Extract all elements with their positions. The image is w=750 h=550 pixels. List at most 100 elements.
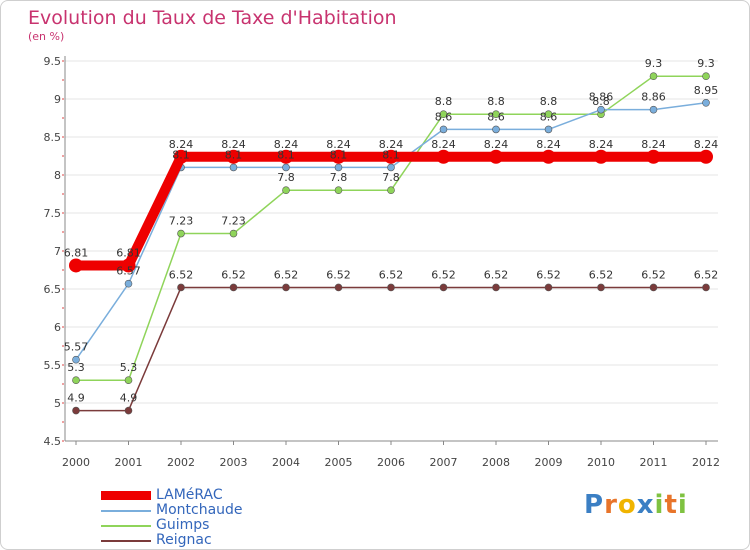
data-label-lamrac: 8.24 [431, 138, 456, 151]
data-label-montchaude: 8.95 [694, 84, 719, 97]
legend-swatch-reignac [101, 540, 151, 542]
data-label-guimps: 7.8 [277, 171, 295, 184]
y-tick-label: 6 [54, 321, 61, 334]
legend-swatch-montchaude [101, 510, 151, 512]
data-point-reignac [492, 283, 500, 292]
x-tick-label: 2001 [115, 456, 143, 469]
data-point-montchaude [544, 125, 553, 134]
data-label-guimps: 5.3 [67, 361, 85, 374]
data-label-guimps: 7.8 [330, 171, 348, 184]
data-label-lamrac: 6.81 [116, 246, 141, 259]
data-labels: 4.9 4.9 6.52 6.52 6.52 6.52 6.52 6.52 6.52 6.52 6.… [64, 57, 719, 404]
data-point-montchaude [649, 105, 658, 114]
legend-label-guimps: Guimps [156, 517, 210, 533]
logo-letter: i [654, 490, 665, 520]
data-label-guimps: 9.3 [645, 57, 663, 70]
data-point-montchaude [334, 163, 343, 172]
data-point-lamrac [226, 149, 241, 164]
y-tick-label: 5 [54, 397, 61, 410]
series-lines [69, 72, 713, 415]
data-point-montchaude [387, 163, 395, 172]
data-point-montchaude [702, 99, 710, 107]
data-point-guimps [387, 186, 395, 194]
data-point-montchaude [492, 125, 500, 134]
data-label-montchaude: 8.86 [589, 91, 614, 104]
data-label-lamrac: 6.81 [64, 246, 89, 259]
logo-letter: r [604, 490, 618, 520]
data-label-guimps: 7.8 [382, 171, 400, 184]
data-point-reignac [72, 406, 80, 415]
logo-letter: i [677, 490, 688, 520]
data-point-lamrac [541, 149, 556, 164]
logo-letter: o [617, 490, 637, 520]
data-label-guimps: 8.8 [592, 95, 610, 108]
x-tick-label: 2006 [377, 456, 405, 469]
data-label-montchaude: 8.86 [641, 91, 666, 104]
x-tick-label: 2010 [587, 456, 615, 469]
data-point-reignac [282, 283, 290, 292]
data-label-guimps: 7.23 [221, 215, 246, 228]
data-label-montchaude: 6.57 [116, 265, 141, 278]
data-label-reignac: 6.52 [589, 268, 614, 281]
data-point-reignac [439, 283, 448, 292]
data-label-montchaude: 8.6 [540, 110, 558, 123]
logo-letter: P [584, 490, 605, 520]
data-point-guimps [177, 229, 185, 238]
data-label-montchaude: 8.1 [382, 148, 400, 161]
data-label-lamrac: 8.24 [589, 138, 614, 151]
data-point-lamrac [436, 149, 451, 164]
x-tick-label: 2004 [272, 456, 300, 469]
data-label-montchaude: 8.6 [487, 110, 505, 123]
y-tick-label: 8.5 [44, 131, 62, 144]
data-point-lamrac [489, 149, 503, 164]
legend-swatch-guimps [101, 525, 151, 527]
data-point-montchaude [124, 279, 133, 288]
data-label-montchaude: 8.1 [330, 148, 348, 161]
data-label-guimps: 8.8 [487, 95, 505, 108]
data-point-lamrac [594, 149, 608, 164]
data-point-guimps [72, 376, 80, 385]
series-line-reignac [76, 286, 706, 412]
data-label-reignac: 6.52 [169, 268, 194, 281]
x-tick-label: 2002 [167, 456, 195, 469]
y-tick-label: 7.5 [44, 207, 62, 220]
data-point-guimps [439, 110, 448, 118]
data-label-reignac: 4.9 [67, 392, 85, 405]
data-point-reignac [544, 283, 553, 292]
legend-label-lamerac: LAMéRAC [156, 487, 223, 503]
data-label-lamrac: 8.24 [169, 138, 194, 151]
data-point-lamrac [699, 149, 713, 164]
data-point-guimps [124, 376, 133, 385]
y-tick-label: 5.5 [44, 359, 62, 372]
data-point-lamrac [69, 258, 83, 273]
x-tick-label: 2003 [220, 456, 248, 469]
legend-label-reignac: Reignac [156, 532, 212, 548]
chart-title: Evolution du Taux de Taxe d'Habitation [28, 7, 397, 29]
logo-letter: t [664, 490, 678, 520]
y-tick-label: 9 [54, 93, 61, 106]
x-tick-label: 2000 [62, 456, 90, 469]
data-point-guimps [702, 72, 710, 80]
data-label-montchaude: 8.1 [225, 148, 243, 161]
y-tick-label: 8 [54, 169, 61, 182]
data-point-lamrac [279, 149, 293, 164]
data-label-lamrac: 8.24 [694, 138, 719, 151]
data-point-montchaude [229, 163, 238, 172]
data-label-guimps: 5.3 [120, 361, 138, 374]
data-label-lamrac: 8.24 [484, 138, 509, 151]
x-tick-label: 2012 [692, 456, 720, 469]
data-point-lamrac [331, 149, 346, 164]
data-point-montchaude [282, 163, 290, 172]
data-label-lamrac: 8.24 [641, 138, 666, 151]
data-label-reignac: 4.9 [120, 392, 138, 405]
data-point-guimps [649, 72, 658, 80]
data-label-reignac: 6.52 [484, 268, 509, 281]
x-tick-label: 2005 [325, 456, 353, 469]
data-label-lamrac: 8.24 [326, 138, 351, 151]
data-label-guimps: 8.8 [435, 95, 453, 108]
data-label-lamrac: 8.24 [274, 138, 299, 151]
proxiti-logo: Proxiti [584, 490, 688, 520]
data-point-lamrac [384, 149, 398, 164]
data-label-reignac: 6.52 [326, 268, 351, 281]
data-point-guimps [282, 186, 290, 194]
